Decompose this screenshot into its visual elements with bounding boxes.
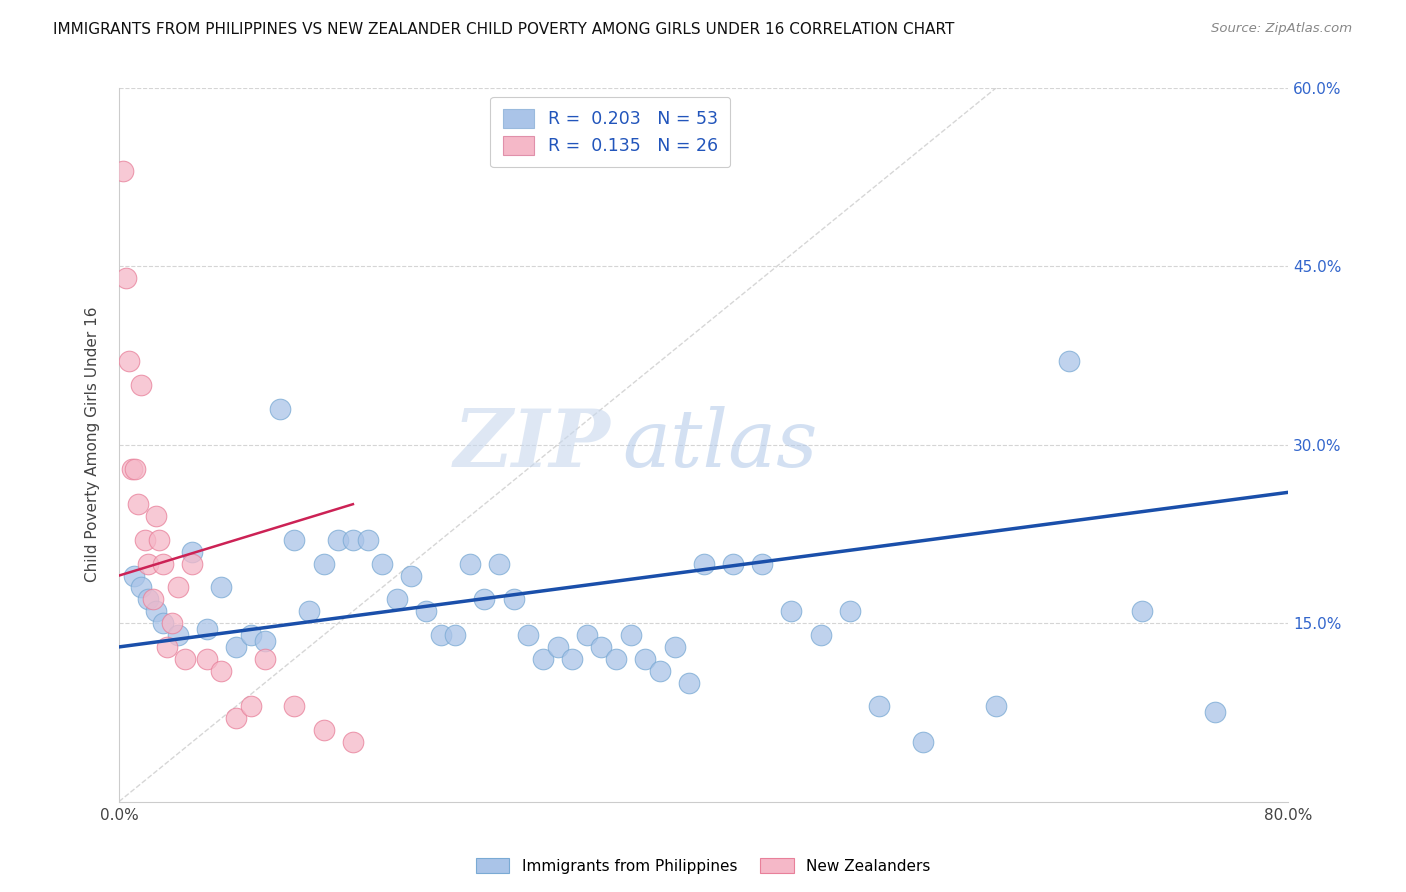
Text: atlas: atlas (621, 406, 817, 483)
Point (142, 592, 165, 607)
Point (984, 699, 1007, 714)
Point (152, 616, 174, 631)
Point (838, 604, 860, 618)
Point (121, 461, 143, 475)
Point (517, 628, 540, 642)
Point (591, 640, 613, 654)
Point (136, 592, 159, 607)
Point (122, 568, 145, 582)
Point (458, 557, 481, 571)
Point (488, 557, 510, 571)
Point (648, 664, 671, 678)
Legend: R =  0.203   N = 53, R =  0.135   N = 26: R = 0.203 N = 53, R = 0.135 N = 26 (491, 96, 730, 168)
Point (385, 592, 408, 607)
Point (118, 354, 141, 368)
Point (1130, 604, 1153, 618)
Text: ZIP: ZIP (453, 406, 610, 483)
Point (575, 628, 598, 642)
Y-axis label: Child Poverty Among Girls Under 16: Child Poverty Among Girls Under 16 (86, 307, 100, 582)
Point (547, 640, 569, 654)
Point (356, 533, 378, 547)
Point (371, 557, 394, 571)
Text: Source: ZipAtlas.com: Source: ZipAtlas.com (1212, 22, 1353, 36)
Point (166, 628, 188, 642)
Point (254, 652, 277, 666)
Point (502, 592, 524, 607)
Point (209, 664, 232, 678)
Point (112, 164, 135, 178)
Point (283, 533, 305, 547)
Point (342, 533, 364, 547)
Point (124, 461, 146, 475)
Point (693, 557, 716, 571)
Legend: Immigrants from Philippines, New Zealanders: Immigrants from Philippines, New Zealand… (470, 852, 936, 880)
Point (531, 652, 554, 666)
Point (134, 533, 156, 547)
Point (1057, 354, 1080, 368)
Point (225, 640, 247, 654)
Point (911, 735, 934, 749)
Point (239, 628, 262, 642)
Point (664, 640, 686, 654)
Point (561, 652, 583, 666)
Point (129, 378, 152, 392)
Point (173, 652, 195, 666)
Point (342, 735, 364, 749)
Point (209, 581, 232, 595)
Point (780, 604, 803, 618)
Point (148, 533, 170, 547)
Point (312, 723, 335, 738)
Point (115, 271, 138, 285)
Point (254, 634, 277, 648)
Point (166, 581, 188, 595)
Point (145, 604, 167, 618)
Point (328, 533, 350, 547)
Point (136, 557, 159, 571)
Point (1204, 706, 1226, 720)
Point (283, 699, 305, 714)
Point (129, 581, 152, 595)
Point (239, 699, 262, 714)
Point (401, 568, 423, 582)
Point (810, 628, 832, 642)
Text: IMMIGRANTS FROM PHILIPPINES VS NEW ZEALANDER CHILD POVERTY AMONG GIRLS UNDER 16 : IMMIGRANTS FROM PHILIPPINES VS NEW ZEALA… (53, 22, 955, 37)
Point (156, 640, 179, 654)
Point (678, 675, 700, 690)
Point (429, 628, 451, 642)
Point (160, 616, 183, 631)
Point (195, 622, 218, 636)
Point (474, 592, 496, 607)
Point (298, 604, 321, 618)
Point (634, 652, 657, 666)
Point (181, 557, 204, 571)
Point (751, 557, 773, 571)
Point (721, 557, 744, 571)
Point (152, 557, 174, 571)
Point (225, 711, 247, 725)
Point (145, 509, 167, 524)
Point (181, 545, 204, 559)
Point (444, 628, 467, 642)
Point (312, 557, 335, 571)
Point (620, 628, 643, 642)
Point (195, 652, 218, 666)
Point (127, 497, 149, 511)
Point (605, 652, 627, 666)
Point (269, 402, 291, 417)
Point (415, 604, 437, 618)
Point (868, 699, 890, 714)
